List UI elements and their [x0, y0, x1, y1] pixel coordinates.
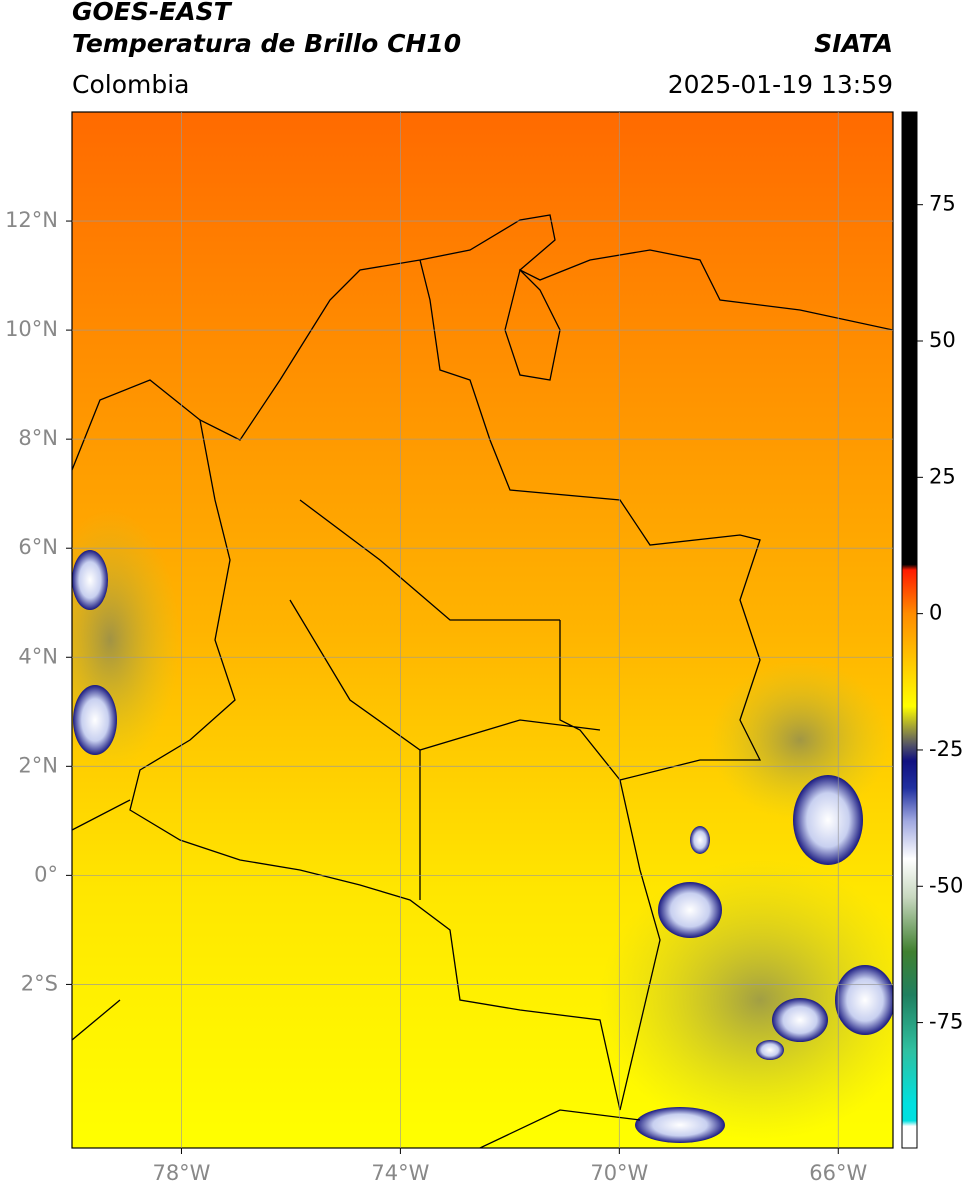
title: GOES-EAST	[72, 0, 233, 26]
y-tick-label: 12°N	[5, 208, 58, 232]
x-tick-label: 74°W	[371, 1161, 429, 1185]
colorbar-tick-label: -25	[929, 737, 963, 761]
colorbar-tick-label: -75	[929, 1010, 963, 1034]
region: Colombia	[72, 70, 189, 99]
colorbar-tick-label: 50	[929, 328, 956, 352]
timestamp: 2025-01-19 13:59	[668, 70, 893, 99]
y-tick-label: 10°N	[5, 317, 58, 341]
source: SIATA	[814, 29, 893, 58]
map-image	[72, 112, 893, 1148]
y-tick-label: 4°N	[18, 644, 58, 668]
colorbar-scale	[901, 111, 918, 1149]
colorbar-tick-label: 75	[929, 192, 956, 216]
y-tick-label: 8°N	[18, 426, 58, 450]
x-tick-label: 66°W	[809, 1161, 867, 1185]
x-tick-label: 78°W	[152, 1161, 210, 1185]
colorbar-tick-label: 0	[929, 601, 942, 625]
map-frame	[71, 111, 894, 1149]
colorbar: 75 50 25 0 -25 -50 -75	[901, 111, 963, 1149]
y-tick-label: 6°N	[18, 535, 58, 559]
y-tick-label: 2°S	[21, 971, 58, 995]
x-tick-label: 70°W	[590, 1161, 648, 1185]
y-tick-label: 0°	[34, 862, 58, 886]
colorbar-tick-label: -50	[929, 873, 963, 897]
colorbar-tick-label: 25	[929, 464, 956, 488]
subtitle: Temperatura de Brillo CH10	[72, 29, 461, 58]
y-tick-label: 2°N	[18, 753, 58, 777]
